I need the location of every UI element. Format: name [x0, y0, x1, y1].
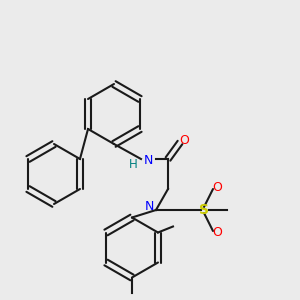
- Text: N: N: [145, 200, 154, 214]
- Text: O: O: [180, 134, 189, 148]
- Text: O: O: [213, 181, 222, 194]
- Text: N: N: [144, 154, 153, 167]
- Text: S: S: [199, 203, 209, 217]
- Text: O: O: [213, 226, 222, 239]
- Text: H: H: [129, 158, 138, 172]
